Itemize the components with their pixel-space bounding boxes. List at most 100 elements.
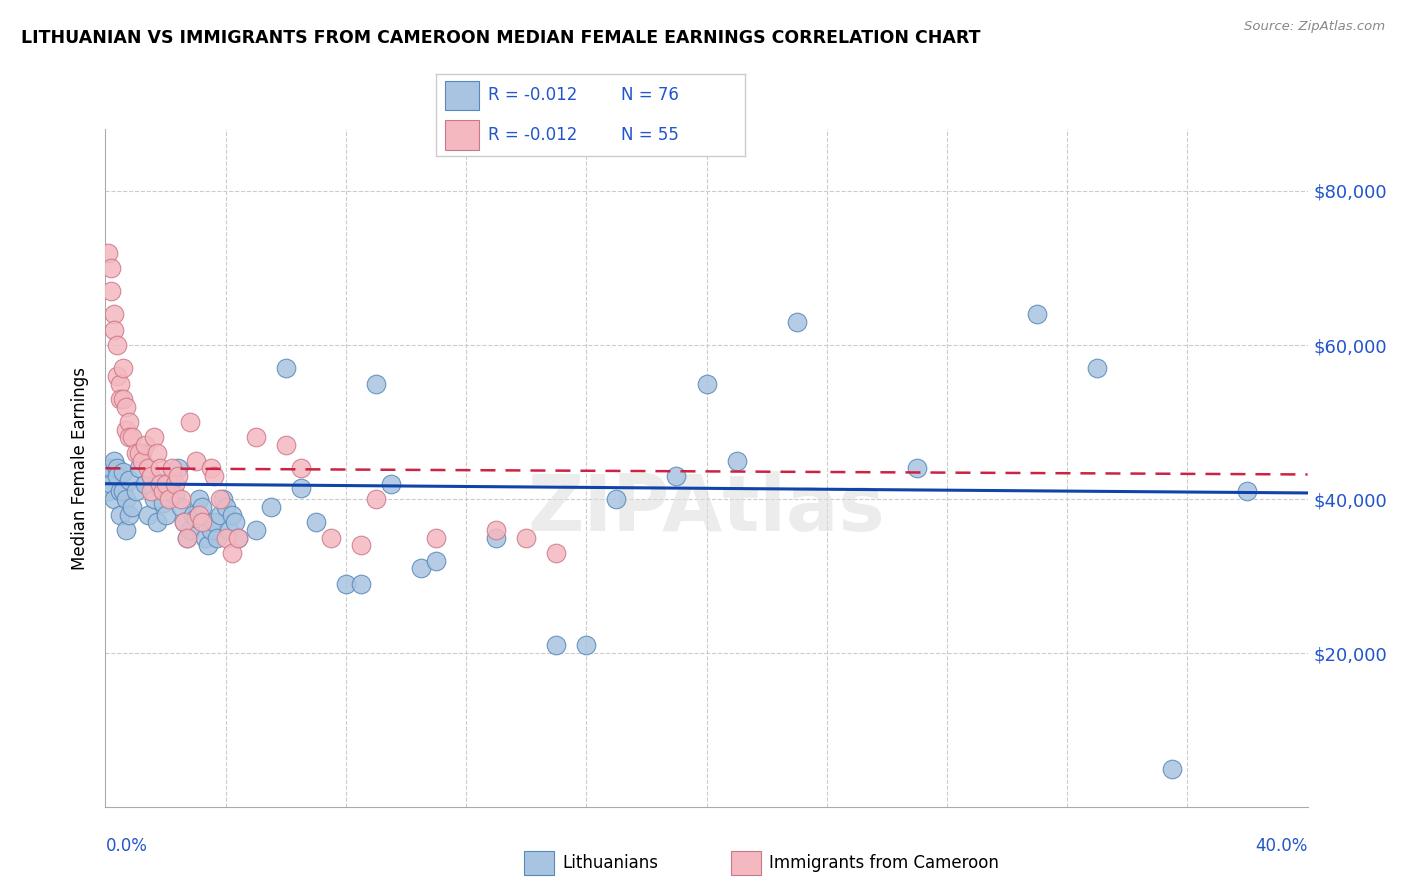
Point <box>118 508 141 522</box>
FancyBboxPatch shape <box>446 120 479 150</box>
Point <box>214 500 236 514</box>
Point <box>97 469 120 483</box>
Point <box>181 508 204 522</box>
Point <box>103 307 125 321</box>
Point <box>224 515 246 529</box>
Point <box>202 469 225 483</box>
Point <box>118 415 141 429</box>
Text: R = -0.012: R = -0.012 <box>488 87 578 104</box>
Point <box>245 430 267 444</box>
Point <box>364 376 387 391</box>
Point <box>380 476 402 491</box>
Text: N = 55: N = 55 <box>621 126 679 144</box>
Point <box>107 368 129 383</box>
Text: Source: ZipAtlas.com: Source: ZipAtlas.com <box>1244 20 1385 33</box>
Text: 0.0%: 0.0% <box>105 837 148 855</box>
Text: ZIPAtlas: ZIPAtlas <box>527 471 886 547</box>
Point <box>124 446 146 460</box>
Point <box>184 511 207 525</box>
Point <box>226 531 249 545</box>
Point <box>214 531 236 545</box>
Point <box>97 245 120 260</box>
Text: Lithuanians: Lithuanians <box>562 854 658 871</box>
Point <box>696 376 718 391</box>
Point <box>190 515 212 529</box>
Point <box>163 488 186 502</box>
Point <box>905 461 928 475</box>
Text: Immigrants from Cameroon: Immigrants from Cameroon <box>769 854 998 871</box>
Point <box>155 476 177 491</box>
Point <box>100 461 122 475</box>
Point <box>115 492 138 507</box>
Point <box>100 476 122 491</box>
Point <box>110 392 132 406</box>
Point <box>142 492 165 507</box>
Y-axis label: Median Female Earnings: Median Female Earnings <box>72 367 90 570</box>
Point <box>103 453 125 467</box>
Point <box>139 484 162 499</box>
Point <box>290 481 312 495</box>
Point <box>139 469 162 483</box>
Point <box>134 476 156 491</box>
Point <box>409 561 432 575</box>
Point <box>1236 484 1258 499</box>
Point <box>148 476 170 491</box>
FancyBboxPatch shape <box>731 851 761 875</box>
Point <box>103 323 125 337</box>
Point <box>157 492 180 507</box>
Point <box>110 376 132 391</box>
Point <box>187 492 209 507</box>
Point <box>128 461 150 475</box>
Point <box>166 469 188 483</box>
Point <box>97 484 120 499</box>
Point <box>173 515 195 529</box>
Point <box>425 531 447 545</box>
Point <box>107 338 129 352</box>
Point <box>107 469 129 483</box>
Point <box>211 492 233 507</box>
Point <box>350 577 373 591</box>
Point <box>200 523 222 537</box>
Point <box>110 484 132 499</box>
Point <box>145 446 167 460</box>
Point <box>112 465 135 479</box>
Point <box>786 315 808 329</box>
Point <box>221 546 243 560</box>
Point <box>546 639 568 653</box>
Point <box>100 284 122 298</box>
Point <box>121 500 143 514</box>
Point <box>152 484 174 499</box>
Point <box>173 515 195 529</box>
Point <box>350 538 373 552</box>
Point <box>218 523 240 537</box>
Point <box>245 523 267 537</box>
Point <box>176 531 198 545</box>
Point <box>134 438 156 452</box>
Point <box>290 461 312 475</box>
FancyBboxPatch shape <box>524 851 554 875</box>
Point <box>115 400 138 414</box>
Point <box>131 446 153 460</box>
Point <box>665 469 688 483</box>
Point <box>142 430 165 444</box>
Point <box>112 392 135 406</box>
FancyBboxPatch shape <box>446 80 479 110</box>
Point <box>202 515 225 529</box>
Point <box>115 523 138 537</box>
Point <box>184 453 207 467</box>
Point <box>1026 307 1049 321</box>
Point <box>148 461 170 475</box>
Point <box>121 430 143 444</box>
Point <box>274 438 297 452</box>
Point <box>176 531 198 545</box>
Point <box>139 469 162 483</box>
Point <box>485 531 508 545</box>
Point <box>115 423 138 437</box>
Point <box>118 430 141 444</box>
Point <box>208 508 231 522</box>
Point <box>194 531 217 545</box>
Point <box>103 492 125 507</box>
Text: LITHUANIAN VS IMMIGRANTS FROM CAMEROON MEDIAN FEMALE EARNINGS CORRELATION CHART: LITHUANIAN VS IMMIGRANTS FROM CAMEROON M… <box>21 29 980 46</box>
Point <box>124 484 146 499</box>
Point <box>128 446 150 460</box>
